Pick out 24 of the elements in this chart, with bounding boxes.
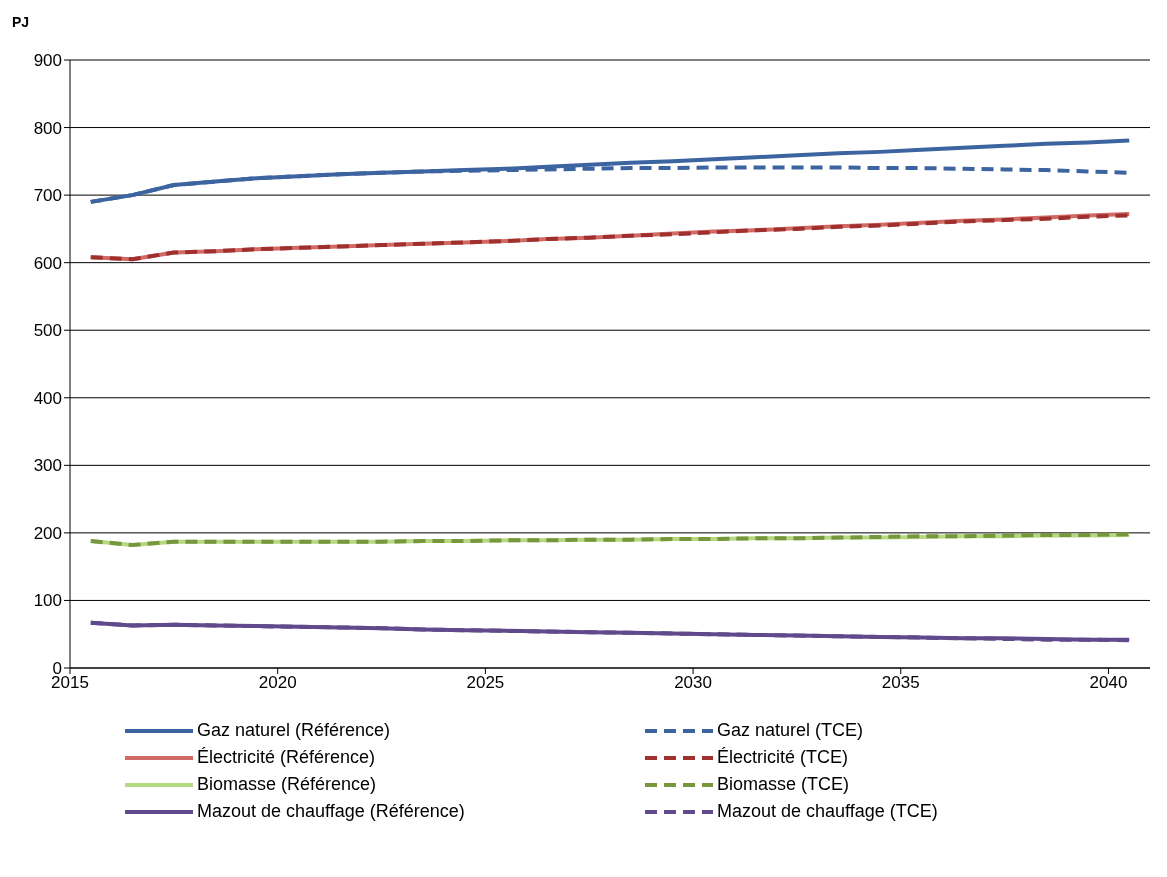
y-tick-label: 100 [33, 591, 62, 611]
x-tick-label: 2025 [466, 673, 505, 693]
y-tick-label: 700 [33, 186, 62, 206]
legend-label: Gaz naturel (Référence) [197, 720, 391, 741]
y-tick-label: 900 [33, 51, 62, 71]
y-tick-label: 200 [33, 523, 62, 543]
legend-label: Gaz naturel (TCE) [717, 720, 864, 741]
y-tick-label: 400 [33, 388, 62, 408]
line-series [88, 532, 1132, 548]
legend-label: Électricité (TCE) [717, 747, 849, 768]
x-tick-label: 2040 [1089, 673, 1128, 693]
x-tick-label: 2035 [881, 673, 920, 693]
legend-label: Biomasse (TCE) [717, 774, 850, 795]
x-tick-label: 2030 [674, 673, 712, 693]
y-tick-label: 500 [33, 321, 62, 341]
legend-label: Électricité (Référence) [197, 747, 376, 768]
x-tick-label: 2020 [258, 673, 297, 693]
y-axis-title: PJ [12, 14, 30, 30]
legend-label: Mazout de chauffage (TCE) [717, 801, 938, 822]
legend-label: Biomasse (Référence) [197, 774, 377, 795]
y-tick-label: 300 [33, 456, 62, 476]
y-tick-label: 800 [33, 118, 62, 138]
y-tick-label: 600 [33, 253, 62, 273]
legend-label: Mazout de chauffage (Référence) [197, 801, 465, 822]
